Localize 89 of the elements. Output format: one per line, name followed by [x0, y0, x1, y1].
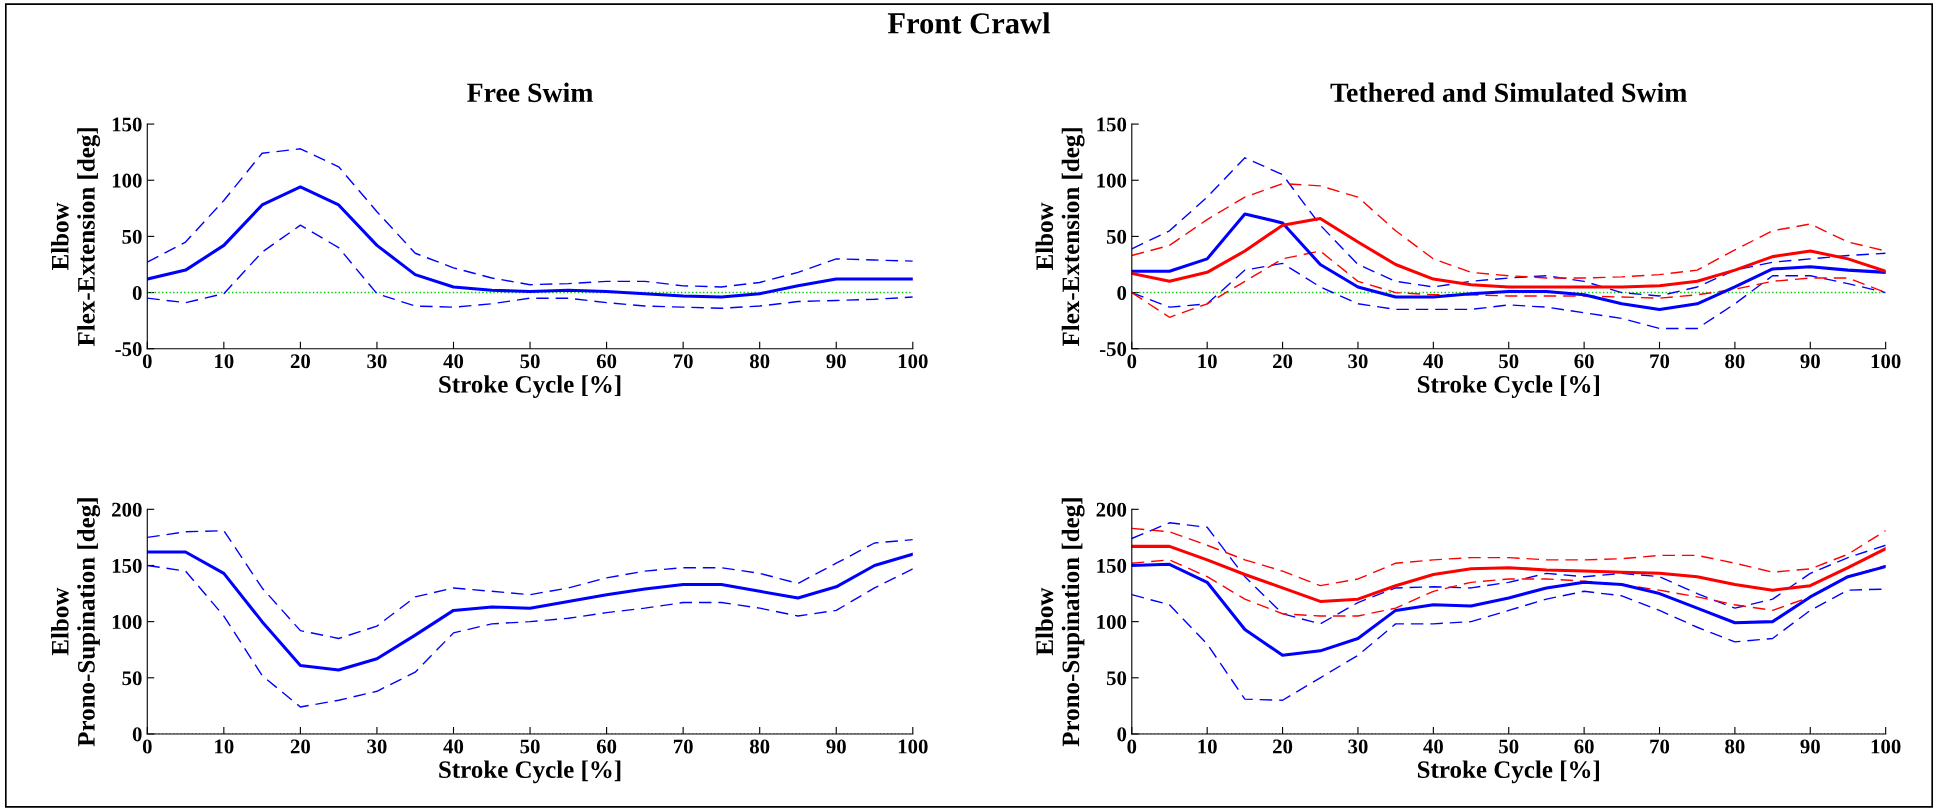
line-series [147, 185, 913, 299]
line-series [147, 224, 913, 309]
y-tick-label: -50 [115, 342, 142, 357]
line-series [147, 564, 913, 708]
x-tick-label: 100 [898, 354, 928, 369]
line-series [147, 529, 913, 640]
x-axis-title: Stroke Cycle [%] [1417, 760, 1599, 784]
x-tick-label: 70 [1650, 354, 1670, 369]
x-tick-label: 70 [673, 354, 693, 369]
x-tick-label: 20 [1273, 354, 1293, 369]
line-series [1131, 250, 1886, 318]
x-tick-label: 0 [142, 739, 152, 754]
y-tick-label: 50 [1106, 229, 1127, 244]
y-tick-label: -50 [1099, 342, 1127, 357]
x-tick-label: 40 [1423, 354, 1443, 369]
x-axis-title: Stroke Cycle [%] [439, 760, 621, 784]
x-tick-label: 10 [215, 739, 234, 754]
x-tick-label: 100 [898, 739, 928, 754]
x-tick-label: 90 [1800, 739, 1820, 754]
x-tick-label: 50 [1499, 354, 1519, 369]
y-tick-label: 0 [1117, 727, 1127, 742]
x-tick-label: 10 [1198, 354, 1217, 369]
x-tick-label: 60 [1574, 739, 1594, 754]
y-tick-label: 200 [1096, 502, 1127, 517]
x-tick-label: 10 [1198, 739, 1217, 754]
y-tick-label: 150 [112, 117, 142, 132]
line-series [1131, 544, 1886, 603]
x-tick-label: 40 [1423, 739, 1443, 754]
text: Front Crawl [887, 12, 1051, 34]
x-tick-label: 60 [1574, 354, 1594, 369]
x-tick-label: 60 [596, 354, 617, 369]
x-tick-label: 90 [826, 354, 846, 369]
x-tick-label: 90 [826, 739, 846, 754]
y-tick-label: 0 [132, 727, 142, 742]
x-tick-label: 70 [1650, 739, 1670, 754]
line-series [147, 550, 913, 672]
x-tick-label: 80 [1725, 739, 1745, 754]
line-series [1131, 522, 1886, 625]
y-axis-title: Elbow Prono-Supination [deg] [51, 498, 101, 747]
x-tick-label: 0 [1127, 354, 1137, 369]
line-series [147, 148, 913, 288]
x-tick-label: 0 [142, 354, 152, 369]
chart-title: Free Swim [467, 82, 593, 103]
line-series [1131, 262, 1886, 330]
y-tick-label: 50 [122, 229, 142, 244]
y-axis-title: Elbow Flex-Extension [deg] [51, 128, 101, 347]
x-tick-label: 90 [1800, 354, 1820, 369]
x-tick-label: 50 [1499, 739, 1519, 754]
y-tick-label: 50 [1106, 671, 1127, 686]
x-tick-label: 30 [1348, 739, 1368, 754]
x-tick-label: 100 [1871, 354, 1901, 369]
x-tick-label: 50 [520, 739, 540, 754]
line-series [1131, 157, 1886, 297]
x-tick-label: 0 [1127, 739, 1137, 754]
x-tick-label: 20 [290, 354, 311, 369]
line-series [1131, 212, 1886, 311]
x-tick-label: 50 [520, 354, 540, 369]
y-tick-label: 0 [132, 285, 142, 300]
chart-title: Tethered and Simulated Swim [1330, 82, 1687, 103]
x-tick-label: 20 [1273, 739, 1293, 754]
y-tick-label: 100 [112, 173, 142, 188]
x-tick-label: 30 [367, 354, 387, 369]
line-series [1131, 216, 1886, 289]
y-tick-label: 0 [1117, 285, 1127, 300]
x-tick-label: 30 [1348, 354, 1368, 369]
x-tick-label: 40 [443, 739, 464, 754]
y-tick-label: 100 [1097, 173, 1127, 188]
y-tick-label: 200 [112, 502, 142, 517]
y-axis-title: Elbow Prono-Supination [deg] [1035, 498, 1085, 747]
x-axis-title: Stroke Cycle [%] [1417, 375, 1599, 398]
y-tick-label: 150 [1097, 558, 1127, 573]
x-tick-label: 30 [367, 739, 387, 754]
x-tick-label: 100 [1871, 739, 1901, 754]
x-tick-label: 40 [443, 354, 464, 369]
y-tick-label: 50 [122, 671, 142, 686]
x-tick-label: 60 [596, 739, 617, 754]
y-tick-label: 100 [1097, 615, 1127, 630]
line-series [1131, 562, 1886, 657]
y-tick-label: 100 [112, 615, 142, 630]
x-axis-title: Stroke Cycle [%] [439, 375, 621, 398]
x-tick-label: 70 [673, 739, 693, 754]
y-axis-title: Elbow Flex-Extension [deg] [1035, 128, 1085, 347]
x-tick-label: 20 [290, 739, 311, 754]
x-tick-label: 80 [749, 354, 770, 369]
y-tick-label: 150 [1097, 117, 1127, 132]
y-tick-label: 150 [112, 558, 142, 573]
x-tick-label: 80 [749, 739, 770, 754]
x-tick-label: 10 [215, 354, 234, 369]
x-tick-label: 80 [1725, 354, 1745, 369]
